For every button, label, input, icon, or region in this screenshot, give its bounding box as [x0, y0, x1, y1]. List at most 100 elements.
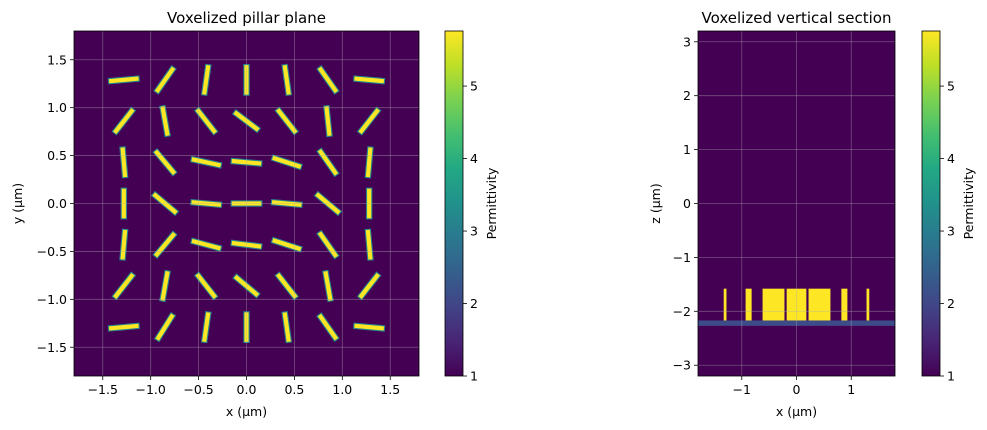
pillar	[111, 271, 137, 301]
pillar	[119, 228, 129, 261]
pillar	[120, 187, 128, 220]
pillar-plane-y-tick-label: −0.5	[37, 244, 67, 259]
pillar	[243, 311, 250, 344]
pillar-plane-y-label: y (µm)	[10, 183, 25, 224]
pillar-plane-x-tick-label: −1.5	[88, 382, 118, 397]
pillar	[353, 322, 386, 332]
pillar-plane-colorbar-label: Permittivity	[484, 167, 499, 239]
pillar	[190, 198, 223, 209]
pillar	[356, 271, 382, 301]
vertical-section-y-tick-label: −2	[673, 304, 691, 319]
pillar-plane-colorbar-tick-label: 5	[470, 79, 478, 94]
pillar	[200, 63, 212, 97]
pillar	[230, 200, 263, 207]
pillar-section	[808, 288, 831, 321]
pillar-plane-colorbar-tick-label: 2	[470, 296, 478, 311]
pillar	[364, 228, 374, 261]
pillar	[281, 63, 293, 97]
pillar	[159, 269, 171, 303]
pillar	[190, 155, 223, 169]
pillar-plane-x-tick-label: −1.0	[135, 382, 165, 397]
pillar	[316, 229, 340, 260]
vertical-section-y-tick-label: 3	[683, 34, 691, 49]
pillar	[316, 312, 340, 342]
pillar	[270, 236, 303, 253]
vertical-section-panel: Voxelized vertical section −1 0 1 −3 −2 −1 0 1…	[648, 9, 976, 419]
pillar-plane-colorbar-tick-label: 3	[470, 224, 478, 239]
vertical-section-colorbar	[922, 31, 940, 376]
pillar	[281, 310, 293, 344]
vertical-section-colorbar-ticks: 1 2 3 4 5	[940, 79, 955, 384]
pillar-plane-y-tick-label: 1.5	[47, 52, 67, 67]
pillar	[150, 190, 180, 217]
pillar-plane-x-tick-label: 0.5	[284, 382, 304, 397]
pillar	[274, 271, 300, 301]
pillar	[353, 75, 386, 85]
pillar-plane-colorbar-frame	[444, 30, 464, 377]
vertical-section-colorbar-frame	[921, 30, 941, 377]
pillar-section	[786, 288, 807, 321]
vertical-section-x-ticks: −1 0 1	[733, 376, 855, 397]
pillar	[232, 273, 261, 299]
vertical-section-colorbar-tick-label: 2	[947, 296, 955, 311]
pillar	[230, 157, 263, 167]
vertical-section-x-tick-label: −1	[733, 382, 751, 397]
pillar-plane-y-tick-label: −1.5	[37, 340, 67, 355]
pillar-plane-x-ticks: −1.5 −1.0 −0.5 0.0 0.5 1.0 1.5	[88, 376, 400, 397]
pillar-section	[723, 288, 727, 321]
vertical-section-x-tick-label: 0	[793, 382, 801, 397]
vertical-section-y-tick-label: 0	[683, 196, 691, 211]
vertical-section-y-tick-label: 1	[683, 142, 691, 157]
pillar	[190, 237, 223, 252]
pillar-plane-x-tick-label: 1.0	[332, 382, 352, 397]
vertical-section-colorbar-label: Permittivity	[961, 167, 976, 239]
vertical-section-colorbar-tick-label: 4	[947, 151, 955, 166]
pillar	[152, 230, 178, 259]
pillar	[364, 146, 374, 179]
vertical-section-y-tick-label: 2	[683, 88, 691, 103]
pillar-section	[841, 288, 848, 321]
pillar-plane-colorbar-tick-label: 1	[470, 369, 478, 384]
pillar-section	[866, 288, 870, 321]
vertical-section-title: Voxelized vertical section	[702, 9, 892, 27]
pillar-plane-x-tick-label: 1.5	[380, 382, 400, 397]
vertical-section-y-tick-label: −1	[673, 250, 691, 265]
pillar	[313, 190, 343, 217]
pillar	[243, 63, 250, 96]
pillar	[231, 108, 262, 134]
vertical-section-grid	[698, 31, 895, 376]
pillar	[159, 104, 171, 138]
pillar	[274, 106, 300, 136]
pillar	[230, 239, 263, 250]
vertical-section-colorbar-tick-label: 5	[947, 79, 955, 94]
pillar	[316, 147, 340, 178]
pillar-plane-y-tick-label: 0.0	[47, 196, 67, 211]
pillar-plane-colorbar-tick-label: 4	[470, 151, 478, 166]
pillar	[153, 65, 177, 95]
vertical-section-colorbar-tick-label: 1	[947, 369, 955, 384]
pillar	[270, 198, 303, 209]
pillar-plane-panel: Voxelized pillar plane −1.5 −1.0 −0.5 0.0 0.…	[10, 9, 499, 419]
pillar	[365, 187, 373, 220]
pillar	[107, 322, 140, 332]
pillar	[356, 106, 382, 136]
pillar	[200, 310, 212, 344]
pillar	[322, 269, 334, 303]
vertical-section-x-label: x (µm)	[776, 404, 817, 419]
pillar-section	[762, 288, 785, 321]
pillar-plane-marks	[107, 63, 386, 344]
pillar-plane-x-label: x (µm)	[226, 404, 267, 419]
pillar	[316, 65, 340, 95]
pillar-plane-y-tick-label: −1.0	[37, 292, 67, 307]
pillar-section	[745, 288, 752, 321]
vertical-section-marks	[698, 288, 895, 326]
substrate-layer	[698, 320, 895, 326]
pillar-plane-title: Voxelized pillar plane	[167, 9, 326, 27]
pillar	[153, 311, 177, 343]
vertical-section-y-ticks: −3 −2 −1 0 1 2 3	[673, 34, 698, 373]
pillar-plane-colorbar-ticks: 1 2 3 4 5	[463, 79, 478, 384]
pillar	[270, 154, 303, 171]
pillar-plane-x-tick-label: −0.5	[183, 382, 213, 397]
pillar-plane-colorbar	[445, 31, 463, 376]
